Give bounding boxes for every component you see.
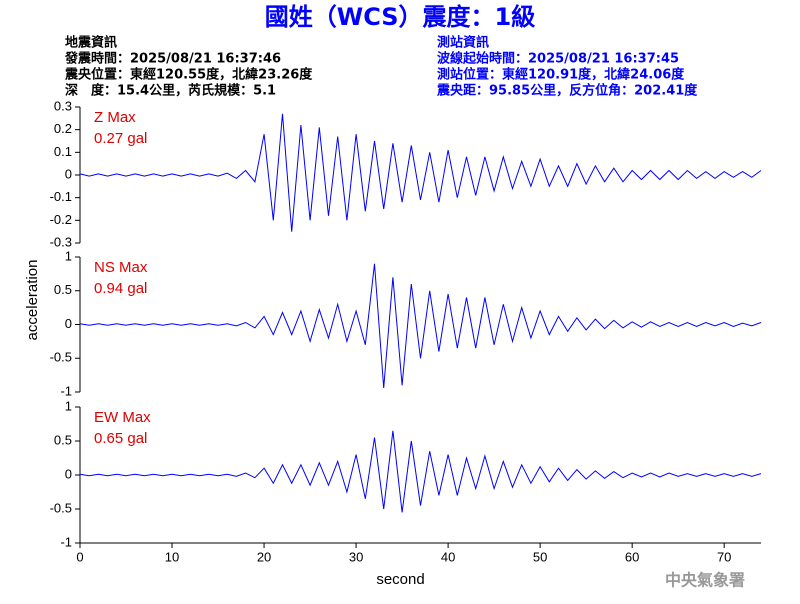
y-tick-label: 0 — [65, 466, 72, 481]
waveform — [79, 263, 762, 388]
y-tick-label: 0.5 — [54, 432, 72, 447]
y-tick-label: -0.5 — [50, 350, 72, 365]
peak-label: 0.65 gal — [94, 430, 147, 447]
quake-line: 深 度：15.4公里，芮氏規模：5.1 — [65, 83, 276, 99]
channel-label: NS Max — [94, 259, 148, 276]
peak-label: 0.94 gal — [94, 280, 147, 297]
x-tick-label: 70 — [717, 549, 731, 564]
y-axis-label: acceleration — [24, 260, 41, 341]
y-tick-label: 1 — [65, 248, 72, 263]
y-tick-label: 0.5 — [54, 282, 72, 297]
x-tick-label: 30 — [349, 549, 363, 564]
y-tick-label: 0.3 — [54, 98, 72, 113]
y-tick-label: -1 — [60, 534, 72, 549]
x-tick-label: 50 — [533, 549, 547, 564]
station-info: 測站資訊 波線起始時間：2025/08/21 16:37:45 測站位置：東經1… — [436, 35, 698, 99]
y-tick-label: -1 — [60, 383, 72, 398]
quake-line: 發震時間：2025/08/21 16:37:46 — [64, 51, 281, 67]
station-line: 波線起始時間：2025/08/21 16:37:45 — [437, 51, 679, 67]
y-tick-label: -0.5 — [50, 500, 72, 515]
x-tick-label: 0 — [76, 549, 83, 564]
y-tick-label: -0.3 — [50, 234, 72, 249]
x-tick-label: 40 — [441, 549, 455, 564]
footer: 中央氣象署 — [665, 571, 745, 590]
x-axis-label: second — [376, 571, 424, 588]
waveform — [79, 113, 762, 232]
quake-line: 地震資訊 — [65, 35, 117, 51]
quake-line: 震央位置：東經120.55度，北緯23.26度 — [64, 67, 313, 83]
y-tick-label: -0.2 — [50, 212, 72, 227]
waveform — [79, 430, 762, 513]
station-line: 測站資訊 — [437, 35, 489, 51]
x-tick-label: 60 — [625, 549, 639, 564]
y-tick-label: 0.2 — [54, 121, 72, 136]
y-tick-label: 0.1 — [54, 144, 72, 159]
title: 國姓（WCS）震度：1級 — [265, 3, 536, 31]
y-tick-label: 1 — [65, 398, 72, 413]
x-tick-label: 10 — [165, 549, 179, 564]
quake-info: 地震資訊 發震時間：2025/08/21 16:37:46 震央位置：東經120… — [64, 35, 313, 99]
peak-label: 0.27 gal — [94, 130, 147, 147]
y-tick-label: 0 — [65, 166, 72, 181]
channel-label: Z Max — [94, 109, 136, 126]
channel-label: EW Max — [94, 409, 151, 426]
y-tick-label: -0.1 — [50, 189, 72, 204]
station-line: 測站位置：東經120.91度，北緯24.06度 — [437, 67, 685, 83]
y-tick-label: 0 — [65, 316, 72, 331]
station-line: 震央距：95.85公里，反方位角：202.41度 — [436, 83, 698, 99]
x-tick-label: 20 — [257, 549, 271, 564]
